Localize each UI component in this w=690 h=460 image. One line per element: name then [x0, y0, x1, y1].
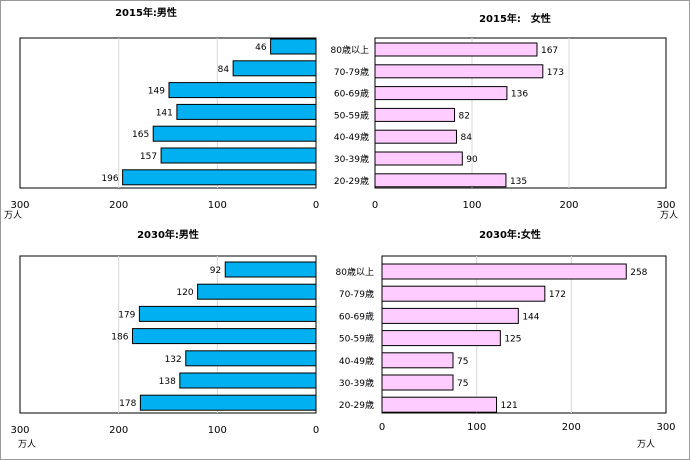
bar-value-label: 82 [459, 111, 470, 121]
bar [381, 285, 546, 302]
bar [176, 103, 317, 120]
bar [374, 86, 508, 101]
bar-value-label: 75 [457, 379, 468, 389]
x-tick-label: 300 [10, 425, 29, 436]
bar-value-label: 144 [522, 312, 539, 322]
x-tick-label: 0 [372, 200, 378, 211]
bar-value-label: 132 [165, 355, 182, 365]
bar-value-label: 46 [255, 43, 267, 53]
bar [152, 125, 317, 142]
bar-value-label: 84 [460, 133, 472, 143]
bar [160, 147, 317, 164]
bar-value-label: 125 [504, 335, 521, 345]
bar-value-label: 179 [118, 310, 135, 320]
bar [374, 107, 456, 122]
bar [374, 173, 507, 188]
category-label: 80歳以上 [331, 44, 369, 56]
bar-value-label: 136 [511, 90, 528, 100]
x-tick-label: 200 [562, 422, 581, 433]
category-label: 50-59歳 [334, 109, 369, 121]
category-label: 20-29歳 [339, 399, 374, 411]
bar [374, 64, 544, 79]
bar-value-label: 141 [156, 108, 173, 118]
category-label: 30-39歳 [334, 153, 369, 165]
bar [197, 283, 317, 300]
bar [381, 263, 627, 280]
bar-value-label: 138 [159, 377, 176, 387]
bar [224, 261, 317, 278]
bar [168, 82, 317, 99]
x-axis-unit: 万人 [4, 210, 22, 221]
x-tick-label: 300 [656, 200, 675, 211]
bar-value-label: 135 [510, 177, 527, 187]
bar-value-label: 172 [549, 290, 566, 300]
bar-value-label: 121 [501, 401, 518, 411]
bar-value-label: 196 [101, 174, 118, 184]
bar [185, 350, 317, 367]
x-tick-label: 0 [313, 200, 319, 211]
bar [270, 38, 317, 55]
x-axis-unit: 万人 [637, 439, 655, 450]
bar [179, 372, 317, 389]
x-tick-label: 100 [467, 422, 486, 433]
x-tick-label: 200 [109, 425, 128, 436]
x-tick-label: 300 [656, 422, 675, 433]
bar [381, 352, 454, 369]
category-label: 70-79歳 [339, 288, 374, 300]
chart-title: 2015年:男性 [115, 6, 177, 19]
bar-value-label: 120 [176, 288, 193, 298]
bar [381, 330, 501, 347]
x-tick-label: 100 [208, 200, 227, 211]
bar-value-label: 186 [111, 333, 128, 343]
x-tick-label: 300 [10, 200, 29, 211]
bar [131, 328, 317, 345]
category-label: 70-79歳 [334, 66, 369, 78]
x-tick-label: 0 [313, 425, 319, 436]
bar [138, 305, 317, 322]
bar [122, 169, 317, 186]
bar-value-label: 90 [466, 155, 478, 165]
category-label: 60-69歳 [339, 310, 374, 322]
x-tick-label: 100 [208, 425, 227, 436]
category-label: 20-29歳 [334, 175, 369, 187]
bar-value-label: 178 [119, 399, 136, 409]
bar [381, 396, 498, 413]
x-tick-label: 100 [462, 200, 481, 211]
bar [374, 129, 457, 144]
bar-value-label: 165 [132, 130, 149, 140]
category-label: 80歳以上 [336, 266, 374, 278]
bar-value-label: 258 [630, 268, 647, 278]
bar-value-label: 92 [210, 266, 221, 276]
chart-title: 2030年:男性 [137, 228, 199, 241]
x-tick-label: 200 [559, 200, 578, 211]
bar [232, 60, 317, 77]
bar-value-label: 75 [457, 357, 468, 367]
x-axis-unit: 万人 [660, 210, 678, 221]
bar-value-label: 157 [140, 152, 157, 162]
chart-title: 2030年:女性 [479, 228, 541, 241]
category-label: 60-69歳 [334, 88, 369, 100]
category-label: 50-59歳 [339, 333, 374, 345]
x-tick-label: 200 [109, 200, 128, 211]
category-label: 40-49歳 [334, 131, 369, 143]
bar [139, 394, 317, 411]
bar [381, 307, 519, 324]
bar-value-label: 149 [148, 87, 165, 97]
bar-value-label: 173 [547, 68, 564, 78]
x-tick-label: 0 [379, 422, 385, 433]
x-axis-unit: 万人 [18, 439, 36, 450]
bar [374, 42, 538, 57]
bar-value-label: 84 [218, 65, 230, 75]
bar [381, 374, 454, 391]
bar-value-label: 167 [541, 46, 558, 56]
chart-title: 2015年: 女性 [479, 12, 551, 25]
category-label: 30-39歳 [339, 377, 374, 389]
bar [374, 151, 463, 166]
category-label: 40-49歳 [339, 355, 374, 367]
